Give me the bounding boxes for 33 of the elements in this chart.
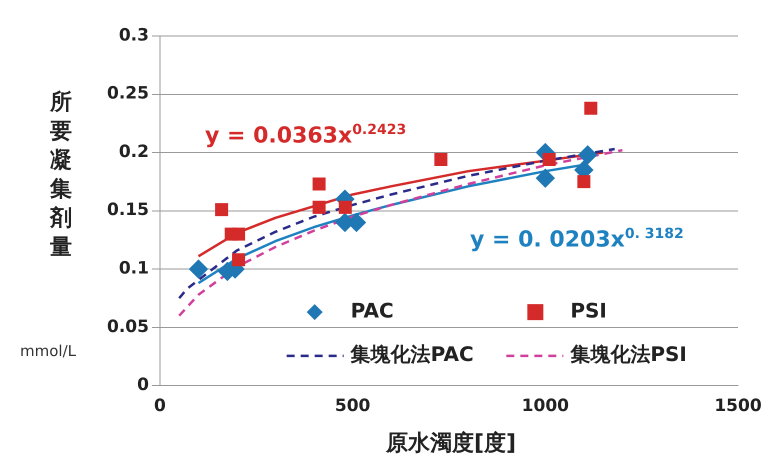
y-tick-label: 0: [137, 375, 150, 396]
point: [312, 177, 326, 191]
point: [215, 203, 228, 216]
annotation: y = 0. 0203x$^{0. 3182}$: [470, 226, 684, 252]
legend-label: PSI: [570, 298, 607, 322]
point: [584, 102, 598, 115]
point: [536, 168, 555, 188]
x-tick-label: 500: [334, 396, 371, 416]
legend-label: PAC: [350, 298, 394, 322]
point: [338, 200, 352, 214]
point: [188, 260, 208, 279]
y-tick-label: 0.1: [118, 258, 149, 278]
y-tick-label: 0.05: [106, 316, 149, 337]
point: [232, 253, 246, 266]
point: [312, 200, 326, 214]
point: [578, 145, 598, 164]
legend-label: 集塊化法PSI: [569, 342, 687, 366]
point: [434, 153, 448, 166]
point: [542, 153, 556, 166]
x-tick-label: 1500: [714, 396, 762, 416]
point: [577, 175, 590, 188]
legend-label: 集塊化法PAC: [350, 342, 474, 366]
x-tick-label: 0: [154, 396, 166, 416]
x-axis-title: 原水濁度[度]: [384, 430, 518, 458]
annotation: y = 0.0363x$^{0.2423}$: [205, 122, 406, 148]
point: [232, 228, 246, 241]
y-tick-label: 0.2: [118, 142, 149, 162]
x-tick-label: 1000: [522, 396, 570, 416]
y-tick-label: 0.3: [118, 25, 149, 46]
y-axis-title: 所要凝集剤量: [50, 89, 72, 262]
text: mmol/L: [20, 342, 76, 360]
y-tick-label: 0.15: [106, 200, 149, 220]
y-tick-label: 0.25: [106, 84, 149, 104]
